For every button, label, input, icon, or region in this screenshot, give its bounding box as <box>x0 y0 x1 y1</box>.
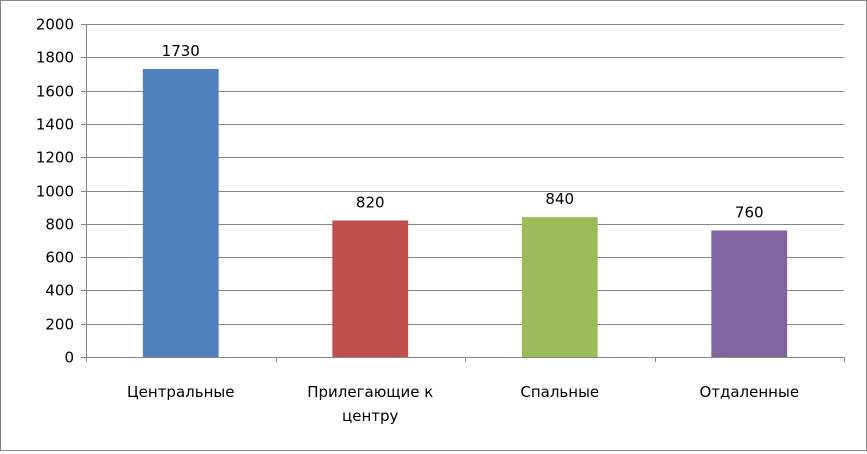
y-tick-label: 1200 <box>36 149 74 167</box>
bar <box>711 230 788 357</box>
data-label: 760 <box>735 203 764 221</box>
axes <box>81 24 845 362</box>
y-tick-label: 400 <box>45 282 74 300</box>
bar <box>142 68 219 357</box>
y-tick-label: 1800 <box>36 49 74 67</box>
y-tick-label: 0 <box>64 349 74 367</box>
data-label: 820 <box>356 193 385 211</box>
x-tick-labels: Центральные Прилегающие к центру Спальные От… <box>127 383 799 425</box>
bars <box>142 68 788 357</box>
x-tick-label: Прилегающие к центру <box>307 383 433 425</box>
x-tick-label: Отдаленные <box>699 383 799 401</box>
y-tick-label: 1400 <box>36 116 74 134</box>
bar <box>521 217 598 357</box>
y-tick-label: 1600 <box>36 83 74 101</box>
x-tick-label: Центральные <box>127 383 234 401</box>
y-tick-label: 1000 <box>36 183 74 201</box>
data-label: 1730 <box>162 42 200 60</box>
y-tick-labels: 0 200 400 600 800 1000 1200 1400 1600 1800 2000 <box>36 16 74 367</box>
y-tick-label: 600 <box>45 249 74 267</box>
x-tick-label: Спальные <box>520 383 599 401</box>
y-tick-label: 2000 <box>36 16 74 34</box>
y-tick-label: 200 <box>45 316 74 334</box>
y-tick-label: 800 <box>45 216 74 234</box>
data-labels: 1730 820 840 760 <box>162 42 764 222</box>
bar <box>332 220 409 357</box>
data-label: 840 <box>545 190 574 208</box>
